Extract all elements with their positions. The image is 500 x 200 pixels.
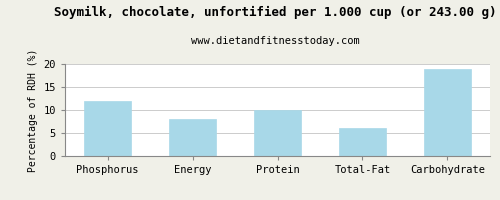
- Bar: [424, 69, 470, 156]
- Text: Soymilk, chocolate, unfortified per 1.000 cup (or 243.00 g): Soymilk, chocolate, unfortified per 1.00…: [54, 6, 496, 19]
- Bar: [84, 101, 131, 156]
- Bar: [339, 128, 386, 156]
- Bar: [169, 119, 216, 156]
- Text: www.dietandfitnesstoday.com: www.dietandfitnesstoday.com: [190, 36, 360, 46]
- Y-axis label: Percentage of RDH (%): Percentage of RDH (%): [28, 48, 38, 172]
- Bar: [254, 110, 301, 156]
